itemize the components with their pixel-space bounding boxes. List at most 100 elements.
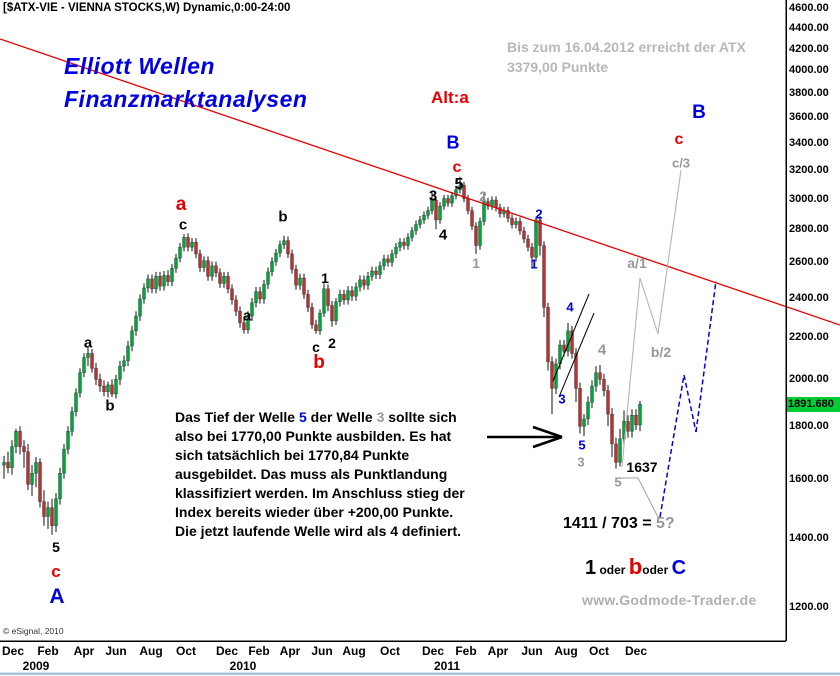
wave-label-3: 3: [558, 391, 566, 407]
candle-body: [410, 230, 414, 238]
text-segment: klassifiziert werden. Im Anschluss stieg…: [175, 485, 465, 501]
candle-body: [106, 384, 110, 392]
candle-body: [398, 241, 402, 248]
candle-body: [390, 253, 394, 263]
candle-body: [14, 431, 18, 447]
candle-body: [174, 257, 178, 269]
y-axis-tick-label: 3400.00: [789, 136, 829, 149]
wave-label-a: a: [83, 334, 93, 352]
candle-body: [78, 372, 82, 394]
wave-label-c: c: [452, 159, 462, 176]
candle-body: [318, 312, 322, 332]
candle-body: [602, 379, 606, 391]
candle-body: [462, 185, 466, 199]
wave-label-1637: 1637: [626, 459, 658, 475]
wave-label-b: b: [278, 208, 288, 226]
candle-body: [206, 260, 210, 277]
candle-body: [222, 276, 226, 284]
candle-body: [438, 205, 442, 221]
candle-body: [58, 473, 62, 499]
text-segment: 3: [376, 409, 385, 425]
candle-body: [54, 498, 58, 527]
candle-body: [638, 403, 642, 426]
trendline: [0, 38, 840, 326]
text-segment: Das Tief der Welle: [175, 409, 299, 425]
x-axis-month-label: Feb: [455, 644, 477, 658]
text-segment: 1411 / 703 =: [563, 515, 656, 532]
candle-body: [246, 315, 250, 331]
candle-body: [514, 221, 518, 225]
candle-body: [262, 284, 266, 300]
candle-body: [414, 224, 418, 232]
x-axis-month-label: Aug: [342, 644, 366, 658]
forecast-note: Bis zum 16.04.2012 erreicht der ATX 3379…: [507, 37, 746, 77]
candle-body: [494, 199, 498, 208]
candle-body: [598, 372, 602, 380]
current-price-badge: 1891.680: [787, 396, 840, 412]
candle-body: [130, 330, 134, 347]
y-axis-tick-label: 4400.00: [789, 21, 829, 34]
candle-body: [310, 307, 314, 326]
candle-body: [114, 379, 118, 395]
wave-label-2: 2: [535, 206, 543, 222]
candle-body: [498, 207, 502, 214]
text-segment: der Welle: [306, 409, 377, 425]
candle-body: [214, 265, 218, 274]
candle-body: [198, 253, 202, 268]
wave-label-4: 4: [597, 341, 607, 359]
candle-body: [26, 451, 30, 485]
wave-label-3: 3: [428, 187, 438, 205]
candle-body: [482, 201, 486, 222]
candle-body: [202, 260, 206, 268]
candle-body: [422, 214, 426, 221]
candle-body: [550, 361, 554, 389]
analysis-text-line: also bei 1770,00 Punkte ausbilden. Es ha…: [175, 427, 465, 446]
analysis-text-line: sich tatsächlich bei 1770,84 Punkte: [175, 446, 465, 465]
y-axis-tick-label: 3200.00: [789, 163, 829, 176]
arrow_head_bottom: [532, 435, 563, 449]
candle-body: [614, 443, 618, 463]
blue_zigzag: [683, 374, 697, 433]
text-segment: oder: [642, 563, 672, 577]
arrow_head_top: [532, 425, 563, 439]
wave-label-3: 3: [577, 454, 585, 470]
candle-body: [334, 301, 338, 322]
window-title: [$ATX-VIE - VIENNA STOCKS,W) Dynamic,0:0…: [3, 2, 291, 14]
x-axis-month-label: Feb: [37, 644, 59, 658]
x-axis-month-label: Apr: [487, 644, 509, 658]
candle-body: [350, 290, 354, 297]
candle-body: [242, 322, 246, 331]
candle-body: [62, 448, 66, 474]
candle-body: [370, 270, 374, 277]
candle-body: [166, 275, 170, 282]
candle-body: [154, 276, 158, 290]
candle-body: [418, 219, 422, 225]
candle-body: [134, 315, 138, 332]
wave-label-5: 5: [52, 539, 60, 555]
brand-headline-line1: Elliott Wellen: [64, 53, 215, 79]
candle-body: [234, 299, 238, 312]
candle-body: [542, 245, 546, 308]
wave-label-4: 4: [566, 299, 574, 315]
candle-body: [610, 413, 614, 445]
candle-body: [34, 462, 38, 474]
candle-body: [250, 302, 254, 317]
candle-body: [294, 269, 298, 286]
candle-body: [506, 210, 510, 219]
y-axis-tick-label: 4600.00: [789, 2, 829, 14]
candle-body: [2, 462, 6, 466]
candle-body: [146, 278, 150, 289]
candle-body: [270, 261, 274, 273]
candle-body: [574, 353, 578, 389]
text-segment: sich tatsächlich bei 1770,84 Punkte: [175, 447, 410, 463]
x-axis-month-label: Oct: [175, 644, 197, 658]
y-axis-tick-label: 3000.00: [789, 192, 829, 205]
x-axis-month-label: Oct: [588, 644, 610, 658]
x-axis-month-label: Apr: [73, 644, 95, 658]
candle-body: [42, 501, 46, 517]
candle-body: [38, 462, 42, 502]
candle-body: [402, 241, 406, 246]
candle-body: [122, 360, 126, 367]
x-axis-month-label: Aug: [554, 644, 578, 658]
y-axis-tick-label: 2600.00: [789, 256, 829, 269]
